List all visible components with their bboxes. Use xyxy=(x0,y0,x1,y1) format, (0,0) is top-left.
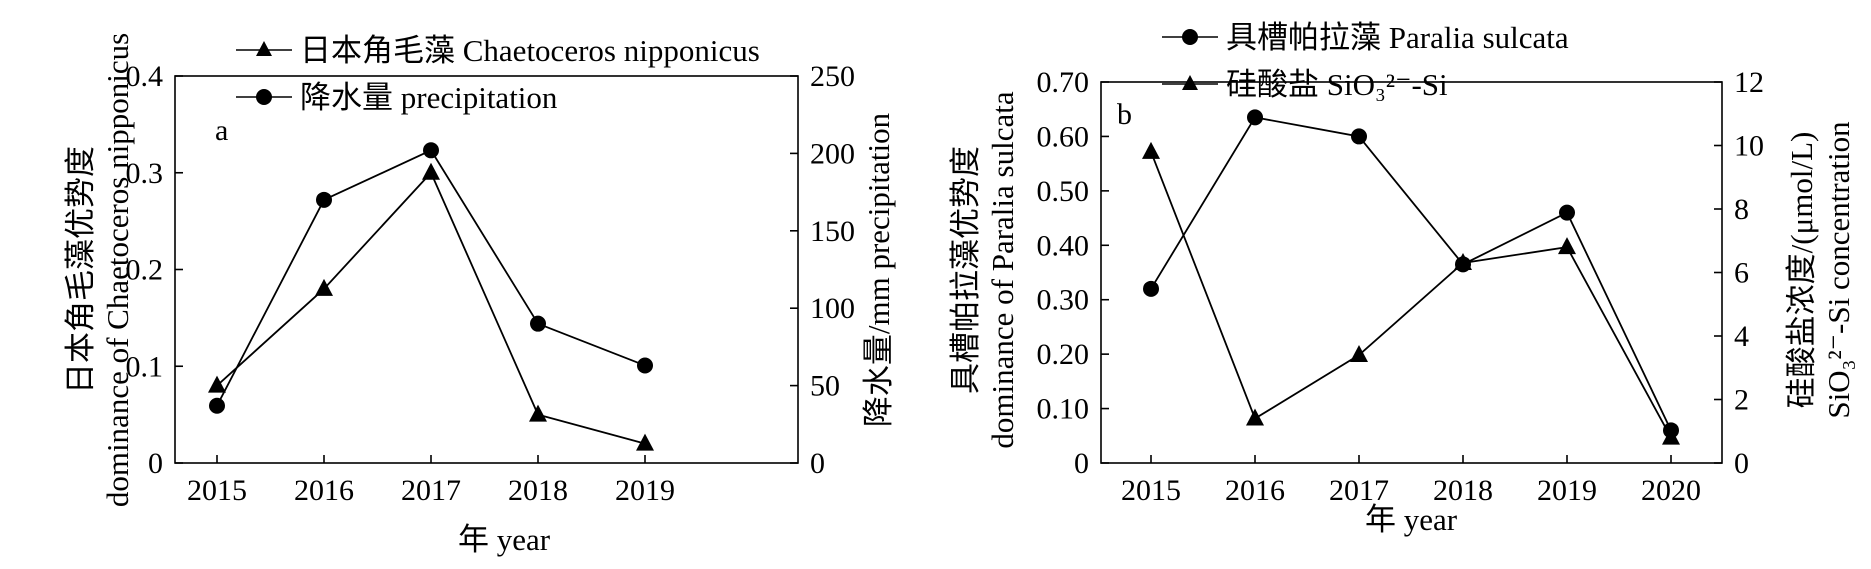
data-point-b-0-2017 xyxy=(1351,128,1367,145)
y-left-tick-label-a: 0.3 xyxy=(126,157,164,190)
x-tick-label-b-2018: 2018 xyxy=(1433,474,1493,507)
legend-label-b-1: 硅酸盐 SiO₃²⁻-Si xyxy=(1226,67,1448,102)
y-left-tick-label-b: 0.30 xyxy=(1037,284,1090,317)
x-tick-label-a-2019: 2019 xyxy=(615,474,675,507)
y-right-tick-label-b: 8 xyxy=(1734,193,1749,226)
data-point-a-1-2018 xyxy=(530,315,546,332)
y-right-tick-label-a: 0 xyxy=(810,447,825,480)
y-right-tick-label-a: 150 xyxy=(810,215,855,248)
panel-b: 2015 2016 2017 2018 2019 2020 0 0.10 0.20 0.30 0.… xyxy=(948,20,1856,537)
y-left-tick-label-b: 0.40 xyxy=(1037,229,1090,262)
data-point-b-0-2016 xyxy=(1247,109,1263,126)
y-right-ticks-b: 0 2 4 6 8 10 12 xyxy=(1714,66,1764,480)
legend-label-a-0: 日本角毛藻 Chaetoceros nipponicus xyxy=(300,33,760,68)
x-tick-label-a-2017: 2017 xyxy=(401,474,461,507)
y-right-tick-label-b: 0 xyxy=(1734,447,1749,480)
legend-b: 具槽帕拉藻 Paralia sulcata 硅酸盐 SiO₃²⁻-Si xyxy=(1162,20,1569,102)
series-a xyxy=(208,142,654,451)
y-left-tick-label-b: 0.60 xyxy=(1037,120,1090,153)
y-right-tick-label-b: 4 xyxy=(1734,320,1749,353)
y-left-tick-label-a: 0.1 xyxy=(126,350,164,383)
legend-label-a-1: 降水量 precipitation xyxy=(300,80,558,115)
x-tick-label-b-2020: 2020 xyxy=(1641,474,1701,507)
x-ticks-b: 2015 2016 2017 2018 2019 2020 xyxy=(1121,455,1701,507)
data-point-b-1-2016 xyxy=(1246,408,1264,426)
legend-triangle-marker xyxy=(1182,75,1198,90)
x-tick-label-b-2015: 2015 xyxy=(1121,474,1181,507)
data-point-a-1-2019 xyxy=(637,357,653,374)
data-point-a-1-2016 xyxy=(316,191,332,208)
y-left-tick-label-b: 0.70 xyxy=(1037,66,1090,99)
x-tick-label-b-2019: 2019 xyxy=(1537,474,1597,507)
y-left-tick-label-b: 0.50 xyxy=(1037,175,1090,208)
panel-label-a: a xyxy=(215,114,228,147)
y-left-tick-label-a: 0.4 xyxy=(126,60,164,93)
plot-frame-a xyxy=(174,75,799,464)
data-point-b-1-2015 xyxy=(1142,141,1160,159)
y-left-tick-label-b: 0.20 xyxy=(1037,338,1090,371)
legend-a: 日本角毛藻 Chaetoceros nipponicus 降水量 precipi… xyxy=(236,33,760,115)
y-right-tick-label-b: 6 xyxy=(1734,257,1749,290)
legend-circle-marker xyxy=(1182,29,1198,45)
y-left-tick-label-a: 0.2 xyxy=(126,254,164,287)
x-tick-label-b-2017: 2017 xyxy=(1329,474,1389,507)
series-line-a-0 xyxy=(216,171,646,445)
y-right-label-b-line1: 硅酸盐浓度/(μmol/L) xyxy=(1784,132,1819,409)
data-point-a-0-2016 xyxy=(315,278,333,296)
series-line-b-1 xyxy=(1150,151,1672,439)
y-right-label-b-line2: SiO₃²⁻-Si concentration xyxy=(1821,121,1856,419)
y-left-label-b-line2: dominance of Paralia sulcata xyxy=(985,91,1020,448)
y-right-tick-label-b: 10 xyxy=(1734,130,1764,163)
y-right-tick-label-a: 100 xyxy=(810,292,855,325)
data-point-b-0-2019 xyxy=(1559,204,1575,221)
y-right-tick-label-b: 2 xyxy=(1734,384,1749,417)
x-ticks-a: 2015 2016 2017 2018 2019 xyxy=(187,455,675,507)
legend-circle-marker xyxy=(256,89,272,105)
x-tick-label-a-2016: 2016 xyxy=(294,474,354,507)
panel-label-b: b xyxy=(1117,98,1132,131)
y-left-tick-label-b: 0 xyxy=(1074,447,1089,480)
y-left-tick-label-a: 0 xyxy=(148,447,163,480)
data-point-a-0-2019 xyxy=(636,433,654,451)
y-left-label-b-line1: 具槽帕拉藻优势度 xyxy=(948,146,983,394)
y-left-label-a-line1: 日本角毛藻优势度 xyxy=(63,146,98,394)
series-line-b-0 xyxy=(1150,116,1672,431)
panel-a: 2015 2016 2017 2018 2019 0 0.1 0.2 0.3 0.4 0 50 10… xyxy=(63,33,896,557)
data-point-a-0-2017 xyxy=(422,162,440,180)
x-axis-label-a: 年 year xyxy=(458,522,551,557)
series-b xyxy=(1142,109,1680,445)
y-right-tick-label-b: 12 xyxy=(1734,66,1764,99)
x-tick-label-a-2018: 2018 xyxy=(508,474,568,507)
x-tick-label-b-2016: 2016 xyxy=(1225,474,1285,507)
y-right-ticks-a: 0 50 100 150 200 250 xyxy=(790,60,855,480)
data-point-b-1-2018 xyxy=(1454,252,1472,270)
data-point-a-1-2017 xyxy=(423,142,439,159)
data-point-b-1-2020 xyxy=(1662,427,1680,445)
legend-triangle-marker xyxy=(256,41,272,56)
y-left-ticks-a: 0 0.1 0.2 0.3 0.4 xyxy=(126,60,183,480)
data-point-b-1-2019 xyxy=(1558,237,1576,255)
data-point-a-0-2018 xyxy=(529,404,547,422)
y-right-tick-label-a: 50 xyxy=(810,370,840,403)
y-left-tick-label-b: 0.10 xyxy=(1037,393,1090,426)
y-right-tick-label-a: 250 xyxy=(810,60,855,93)
data-point-a-1-2015 xyxy=(209,397,225,414)
legend-label-b-0: 具槽帕拉藻 Paralia sulcata xyxy=(1226,20,1569,55)
data-point-b-0-2015 xyxy=(1143,280,1159,297)
data-point-b-1-2017 xyxy=(1350,345,1368,363)
y-left-label-a-line2: dominance of Chaetoceros nipponicus xyxy=(100,33,135,507)
y-right-tick-label-a: 200 xyxy=(810,137,855,170)
plot-frame-b xyxy=(1100,81,1723,464)
y-left-ticks-b: 0 0.10 0.20 0.30 0.40 0.50 0.60 0.70 xyxy=(1037,66,1109,480)
data-point-a-0-2015 xyxy=(208,375,226,393)
x-tick-label-a-2015: 2015 xyxy=(187,474,247,507)
y-right-label-a: 降水量/mm precipitation xyxy=(861,112,896,427)
x-axis-label-b: 年 year xyxy=(1365,502,1458,537)
series-line-a-1 xyxy=(216,149,646,407)
